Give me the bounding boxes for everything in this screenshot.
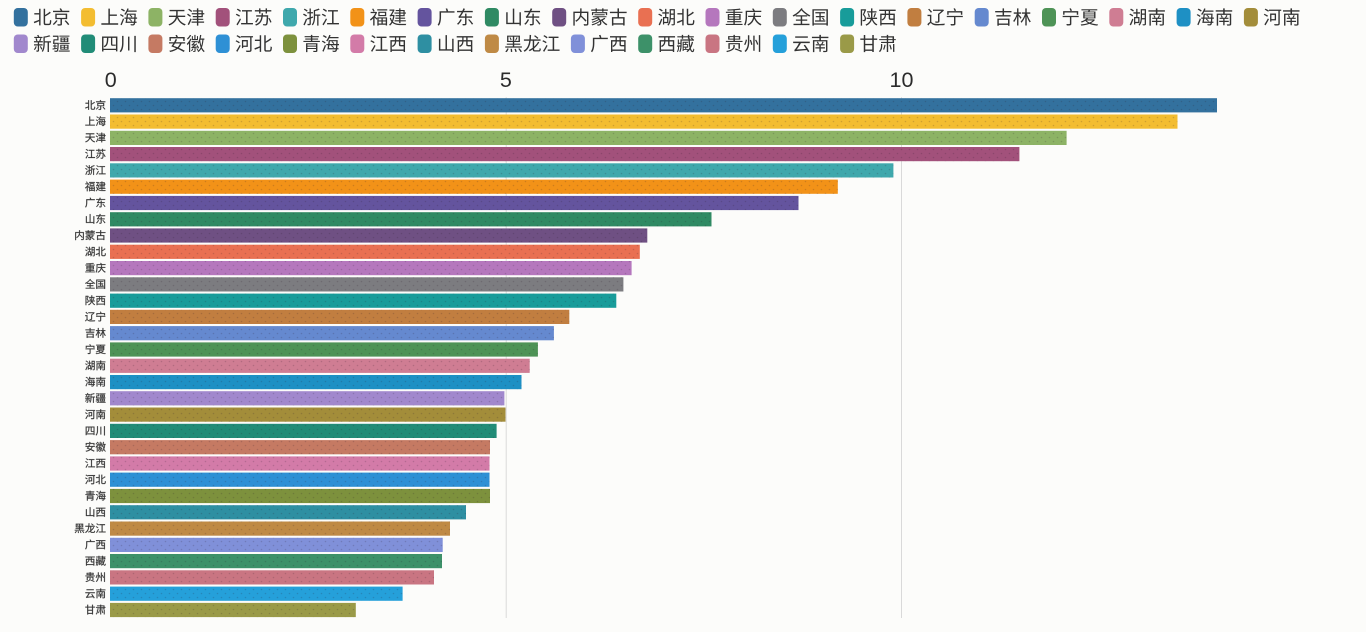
svg-text:0: 0 — [105, 68, 117, 92]
svg-text:5: 5 — [500, 68, 512, 92]
svg-text:10: 10 — [890, 68, 914, 92]
